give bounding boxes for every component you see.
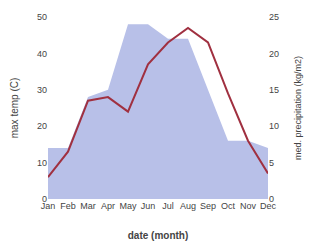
svg-text:Oct: Oct	[221, 201, 236, 211]
svg-text:Feb: Feb	[60, 201, 76, 211]
svg-text:5: 5	[269, 158, 274, 168]
svg-text:Sep: Sep	[200, 201, 216, 211]
svg-text:date (month): date (month)	[128, 230, 189, 241]
svg-text:Apr: Apr	[101, 201, 115, 211]
svg-text:Jan: Jan	[41, 201, 56, 211]
svg-text:15: 15	[269, 85, 279, 95]
svg-text:20: 20	[37, 121, 47, 131]
svg-text:Jul: Jul	[162, 201, 174, 211]
svg-text:Nov: Nov	[240, 201, 257, 211]
svg-text:30: 30	[37, 85, 47, 95]
svg-text:25: 25	[269, 12, 279, 22]
svg-text:Dec: Dec	[260, 201, 277, 211]
svg-text:20: 20	[269, 49, 279, 59]
svg-text:50: 50	[37, 12, 47, 22]
svg-text:max temp (C): max temp (C)	[9, 78, 20, 139]
svg-text:med. precipitation (kg/m2): med. precipitation (kg/m2)	[293, 56, 303, 160]
svg-text:Mar: Mar	[80, 201, 96, 211]
svg-text:Jun: Jun	[141, 201, 156, 211]
svg-text:0: 0	[269, 194, 274, 204]
svg-text:10: 10	[37, 158, 47, 168]
svg-text:0: 0	[42, 194, 47, 204]
svg-text:10: 10	[269, 121, 279, 131]
svg-text:Aug: Aug	[180, 201, 196, 211]
svg-text:40: 40	[37, 49, 47, 59]
svg-text:May: May	[119, 201, 137, 211]
